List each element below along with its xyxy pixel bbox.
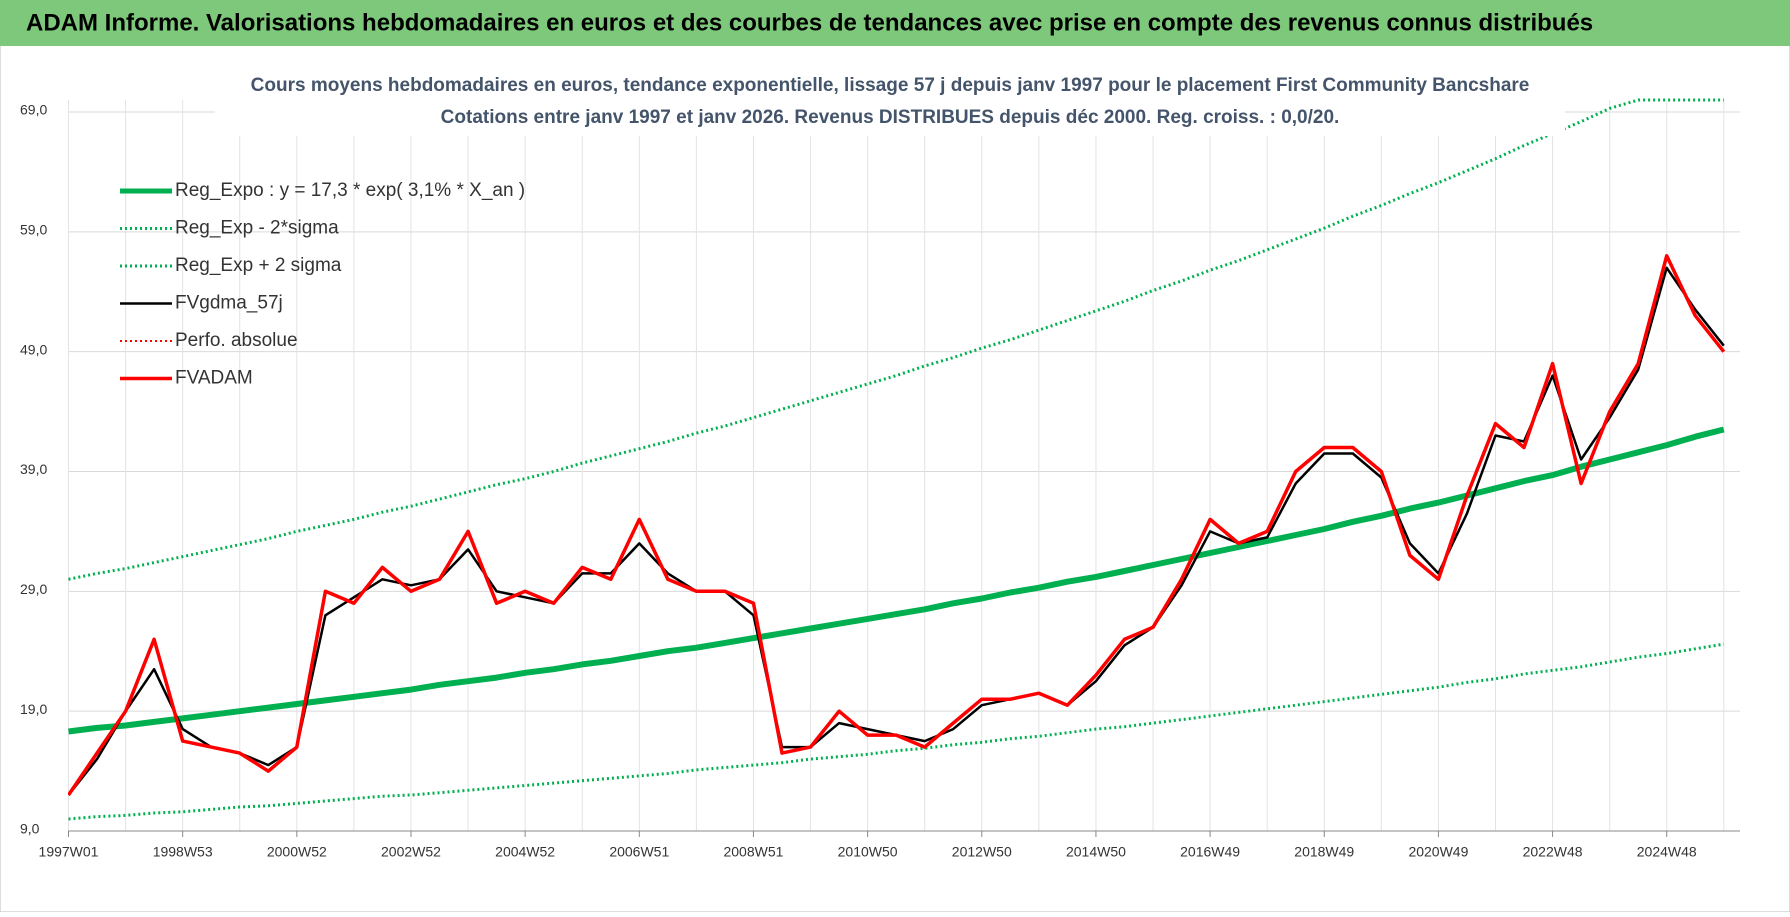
x-tick-label: 2016W49 bbox=[1180, 844, 1240, 860]
legend-label: FVgdma_57j bbox=[175, 293, 283, 314]
header-title: ADAM Informe. Valorisations hebdomadaire… bbox=[26, 9, 1593, 36]
x-tick-label: 2000W52 bbox=[267, 844, 327, 860]
y-tick-label: 19,0 bbox=[20, 701, 47, 717]
x-tick-label: 2012W50 bbox=[952, 844, 1012, 860]
series-line bbox=[68, 254, 1726, 796]
legend-label: Reg_Exp - 2*sigma bbox=[175, 218, 339, 239]
y-tick-label: 49,0 bbox=[20, 341, 47, 357]
x-tick-label: 2010W50 bbox=[838, 844, 898, 860]
x-tick-label: 2006W51 bbox=[609, 844, 669, 860]
x-tick-label: 2020W49 bbox=[1408, 844, 1468, 860]
legend-label: FVADAM bbox=[175, 368, 253, 389]
legend-label: Reg_Exp + 2 sigma bbox=[175, 255, 342, 276]
y-tick-label: 9,0 bbox=[20, 821, 40, 837]
legend-label: Perfo. absolue bbox=[175, 330, 298, 351]
y-tick-label: 39,0 bbox=[20, 461, 47, 477]
y-tick-label: 29,0 bbox=[20, 581, 47, 597]
x-tick-label: 2024W48 bbox=[1637, 844, 1697, 860]
chart-subtitle: Cotations entre janv 1997 et janv 2026. … bbox=[441, 107, 1340, 128]
x-tick-label: 1997W01 bbox=[39, 844, 99, 860]
header-bar bbox=[0, 0, 1790, 46]
chart-title: Cours moyens hebdomadaires en euros, ten… bbox=[251, 75, 1530, 96]
x-tick-label: 2014W50 bbox=[1066, 844, 1126, 860]
overlay: Cours moyens hebdomadaires en euros, ten… bbox=[120, 68, 1565, 389]
x-tick-label: 2004W52 bbox=[495, 844, 555, 860]
x-tick-label: 1998W53 bbox=[153, 844, 213, 860]
y-tick-label: 59,0 bbox=[20, 222, 47, 238]
y-tick-label: 69,0 bbox=[20, 102, 47, 118]
x-tick-label: 2008W51 bbox=[723, 844, 783, 860]
plot-area bbox=[68, 98, 1726, 821]
legend-label: Reg_Expo : y = 17,3 * exp( 3,1% * X_an ) bbox=[175, 180, 525, 201]
series-line bbox=[68, 642, 1725, 821]
title-box bbox=[215, 68, 1565, 136]
series-line bbox=[68, 426, 1725, 735]
series-line bbox=[68, 98, 1724, 581]
x-tick-label: 2002W52 bbox=[381, 844, 441, 860]
grid: 9,0 19,0 29,0 39,0 49,0 59,0 69,0 1997W01 1998W5… bbox=[20, 100, 1740, 860]
x-tick-label: 2018W49 bbox=[1294, 844, 1354, 860]
x-tick-label: 2022W48 bbox=[1523, 844, 1583, 860]
